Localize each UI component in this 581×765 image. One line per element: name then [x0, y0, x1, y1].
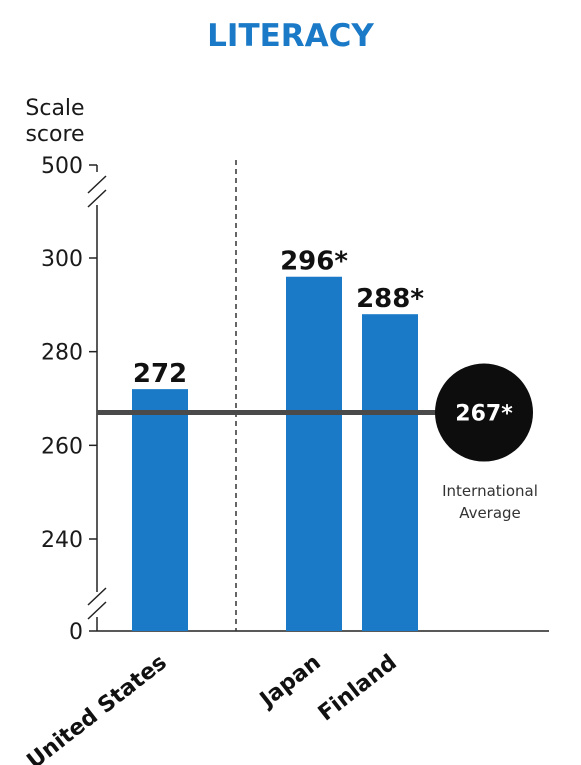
bar-finland [362, 314, 418, 631]
category-label: United States [23, 650, 172, 765]
y-axis-ticks: 0 240 260 280 300 500 [41, 154, 97, 645]
average-value: 267* [455, 402, 513, 427]
bar-value-label: 288* [356, 284, 424, 314]
y-axis-break-upper [87, 175, 107, 208]
y-axis-break-lower [87, 587, 107, 620]
category-label: Japan [254, 650, 326, 714]
average-caption-line-2: Average [459, 504, 521, 522]
y-tick-label: 280 [41, 341, 83, 366]
category-label: Finland [314, 650, 402, 726]
bar-japan [286, 276, 342, 631]
average-caption-line-1: International [442, 482, 538, 500]
bar-united-states [132, 389, 188, 631]
y-tick-label: 260 [41, 434, 83, 459]
bar-value-label: 272 [133, 359, 187, 389]
bars: 272 296* 288* [132, 247, 424, 631]
y-tick-label: 300 [41, 247, 83, 272]
international-average: 267* International Average [97, 363, 538, 522]
y-axis-title-line-1: Scale [25, 96, 84, 121]
chart-title: LITERACY [207, 18, 374, 54]
bar-value-label: 296* [280, 247, 348, 277]
y-axis-title-line-2: score [25, 122, 84, 147]
y-tick-label: 500 [41, 154, 83, 179]
y-tick-label: 0 [69, 620, 83, 645]
average-badge [435, 363, 533, 462]
y-tick-label: 240 [41, 528, 83, 553]
